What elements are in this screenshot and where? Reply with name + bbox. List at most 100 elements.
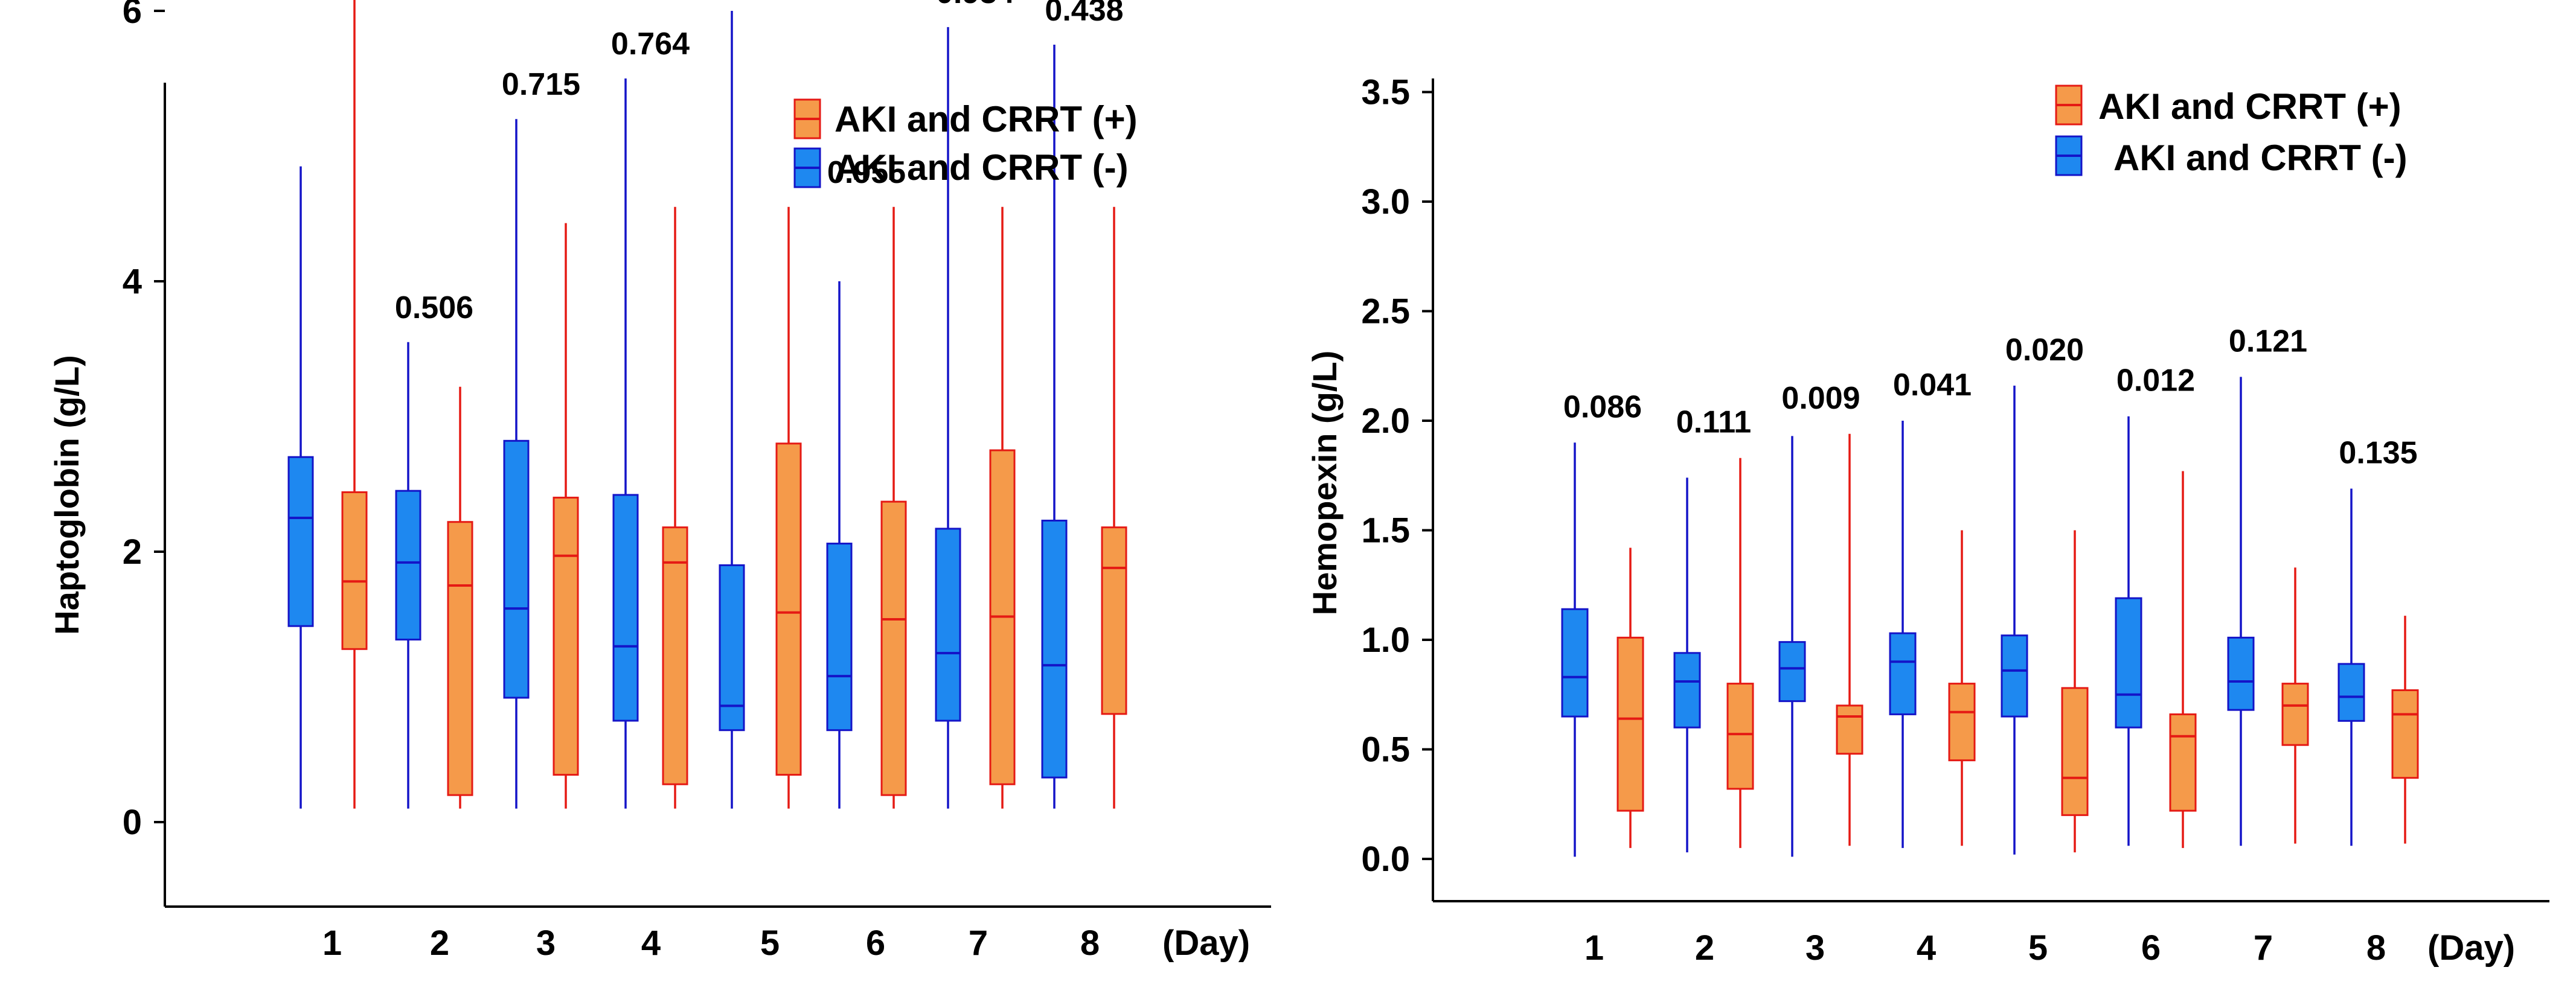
y-tick-label: 0: [123, 803, 142, 842]
y-tick-label: 3.0: [1361, 182, 1410, 222]
box-positive-day-8: [2391, 616, 2419, 844]
legend-label-negative: AKI and CRRT (-): [2113, 138, 2408, 178]
iqr-box: [287, 456, 314, 627]
iqr-box: [2227, 636, 2255, 711]
y-tick-label: 2.5: [1361, 292, 1410, 331]
iqr-box: [1041, 519, 1068, 779]
x-category-label: 8: [2366, 928, 2386, 968]
x-category-label: 3: [1805, 928, 1825, 968]
iqr-box: [775, 442, 802, 776]
iqr-box: [2061, 687, 2089, 816]
x-category-label: 2: [430, 924, 449, 963]
box-positive-day-6: [2169, 471, 2197, 848]
legend: AKI and CRRT (+) AKI and CRRT (-): [793, 98, 1138, 188]
p-value-label: 0.020: [2005, 333, 2084, 368]
box-positive-day-4: [1948, 530, 1976, 846]
y-tick-label: 3.5: [1361, 73, 1410, 112]
y-ticks: 0.0 0.5 1.0 1.5 2.0 2.5 3.0 3.5: [1361, 73, 1433, 879]
box-negative-day-7: [2227, 377, 2255, 846]
iqr-box: [826, 543, 853, 732]
box-positive-day-5: [2061, 530, 2089, 853]
y-tick-label: 0.0: [1361, 840, 1410, 879]
box-negative-day-6: [826, 281, 853, 809]
x-category-label: 7: [969, 924, 988, 963]
iqr-box: [2337, 663, 2365, 722]
box-positive-day-5: [775, 206, 802, 809]
iqr-box: [2001, 634, 2028, 718]
box-negative-day-8: [2337, 488, 2365, 846]
legend-label-positive: AKI and CRRT (+): [2098, 86, 2401, 127]
p-value-label: 0.955: [827, 155, 906, 190]
p-values: 0.086 0.111 0.009 0.041 0.020 0.012 0.121 0.135: [1563, 324, 2418, 470]
p-value-label: 0.506: [395, 290, 473, 325]
iqr-box: [1778, 641, 1806, 703]
y-axis-title: Haptoglobin (g/L): [48, 355, 86, 634]
p-value-label: 0.135: [2339, 436, 2417, 471]
iqr-box: [2169, 713, 2197, 812]
p-value-label: 0.764: [611, 27, 690, 62]
y-tick-label: 4: [123, 262, 142, 301]
box-positive-day-3: [553, 223, 579, 809]
p-value-label: 0.086: [1563, 389, 1642, 424]
box-negative-day-4: [612, 78, 639, 809]
p-value-label: 0.111: [1676, 405, 1751, 440]
y-tick-label: 2.0: [1361, 401, 1410, 441]
x-category-label: 2: [1695, 928, 1714, 968]
hemopexin-chart: Hemopexin (g/L) (Day) 0.0 0.5 1.0 1.5 2.0 2.5…: [1306, 73, 2549, 968]
box-positive-day-3: [1836, 433, 1863, 846]
p-value-label: 0.438: [1045, 0, 1123, 28]
box-negative-day-8: [1041, 45, 1068, 809]
x-category-label: 6: [866, 924, 885, 963]
box-negative-day-3: [1778, 436, 1806, 857]
iqr-box: [1889, 632, 1917, 715]
iqr-box: [612, 494, 639, 722]
iqr-box: [503, 439, 530, 699]
boxplot-series: [1561, 377, 2419, 857]
y-tick-label: 1.0: [1361, 621, 1410, 660]
x-category-label: 5: [2028, 928, 2048, 968]
iqr-box: [1836, 704, 1863, 755]
y-tick-label: 6: [123, 0, 142, 31]
iqr-box: [1561, 608, 1589, 718]
x-category-label: 1: [322, 924, 342, 963]
x-category-label: 7: [2254, 928, 2273, 968]
box-negative-day-2: [1673, 477, 1701, 853]
p-value-label: 0.041: [1893, 368, 1972, 403]
y-tick-label: 1.5: [1361, 511, 1410, 550]
iqr-box: [1948, 683, 1976, 762]
box-positive-day-8: [1101, 206, 1127, 809]
p-value-label: 0.715: [502, 67, 580, 102]
boxplot-series: [287, 0, 1127, 809]
box-positive-day-4: [662, 206, 688, 809]
x-categories: 1 2 3 4 5 6 7 8: [1584, 928, 2386, 968]
box-negative-day-2: [395, 342, 421, 809]
box-negative-day-5: [2001, 385, 2028, 855]
iqr-box: [1673, 652, 1701, 729]
iqr-box: [719, 564, 745, 732]
x-axis-day-label: (Day): [2427, 928, 2515, 968]
legend-label-negative: AKI and CRRT (-): [835, 147, 1129, 188]
box-negative-day-7: [935, 27, 961, 809]
iqr-box: [2115, 597, 2142, 729]
iqr-box: [1616, 636, 1644, 812]
box-positive-day-6: [880, 206, 907, 809]
y-tick-label: 2: [123, 532, 142, 572]
legend-label-positive: AKI and CRRT (+): [835, 99, 1138, 139]
y-axis-title: Hemopexin (g/L): [1306, 351, 1344, 616]
box-negative-day-3: [503, 119, 530, 809]
iqr-box: [447, 521, 473, 796]
iqr-box: [935, 528, 961, 722]
iqr-box: [2391, 689, 2419, 779]
p-value-label: 0.009: [1781, 381, 1860, 416]
box-negative-day-1: [1561, 442, 1589, 857]
x-category-label: 1: [1584, 928, 1604, 968]
x-categories: 1 2 3 4 5 6 7 8: [322, 924, 1100, 963]
x-category-label: 4: [1917, 928, 1936, 968]
box-positive-day-1: [1616, 547, 1644, 848]
x-category-label: 5: [760, 924, 780, 963]
iqr-box: [1101, 526, 1127, 715]
p-value-label: 0.934: [936, 0, 1014, 10]
x-category-label: 3: [536, 924, 556, 963]
